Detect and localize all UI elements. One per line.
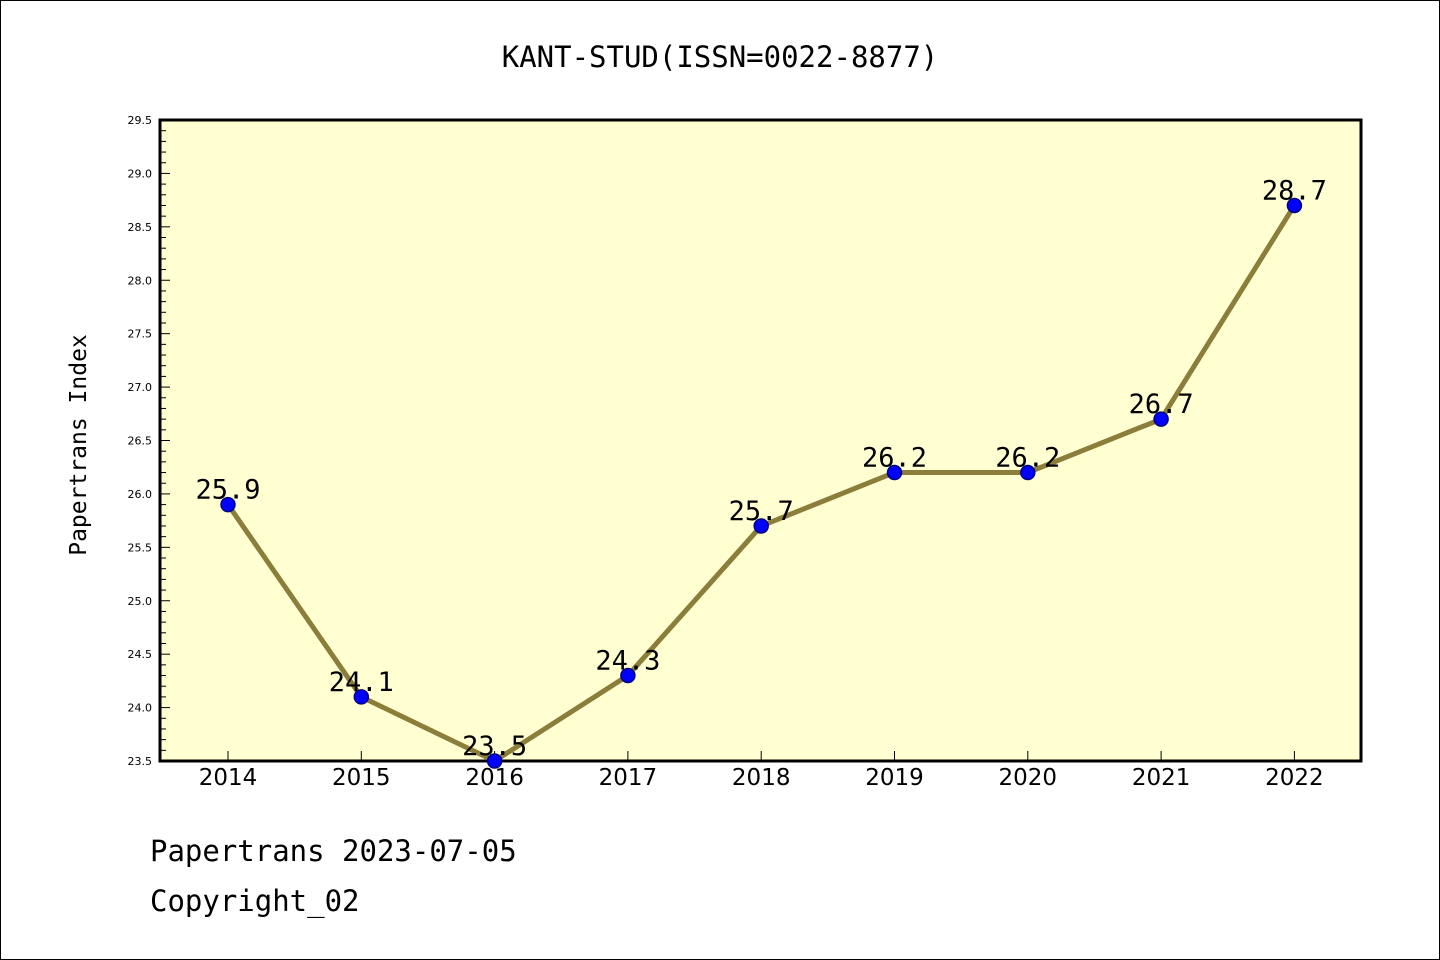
x-tick-label: 2016 [465,765,524,791]
data-point [620,667,636,684]
data-label: 28.7 [1262,175,1327,206]
y-tick-label: 28.0 [128,274,153,287]
x-tick-label: 2019 [865,765,924,791]
x-tick-label: 2017 [599,765,658,791]
data-point [1020,464,1036,481]
data-label: 24.1 [329,667,394,698]
y-tick-label: 25.5 [128,541,153,554]
y-tick-label: 27.0 [128,381,153,394]
y-tick-label: 26.0 [128,488,153,501]
data-point [1286,197,1303,214]
data-point [486,753,503,769]
x-tick-label: 2021 [1132,765,1191,791]
y-tick-label: 27.5 [128,328,153,341]
data-label: 25.7 [729,496,794,527]
y-axis-label: Papertrans Index [66,334,92,556]
plot-area [158,118,1363,763]
data-label: 24.3 [595,646,660,677]
footer-date-line: Papertrans 2023-07-05 [150,834,517,868]
chart-title: KANT-STUD(ISSN=0022-8877) [502,40,939,74]
data-label: 26.7 [1129,389,1194,420]
footer-copyright-line: Copyright_02 [150,884,360,918]
data-label: 25.9 [195,475,260,506]
y-axis-ticks [160,119,170,762]
data-label: 26.2 [995,443,1060,474]
data-point [353,689,370,705]
data-point [753,518,769,534]
x-tick-label: 2020 [999,765,1058,791]
y-axis-tick-labels: 23.5 24.0 24.5 25.0 25.5 26.0 26.5 27.0 27.5 28.0… [128,114,153,768]
data-point [1153,411,1169,427]
y-tick-label: 23.5 [128,755,153,768]
y-tick-label: 28.5 [128,221,153,234]
data-point [886,464,903,481]
data-markers [220,197,1303,769]
data-label: 26.2 [862,443,927,474]
data-labels: 25.9 24.1 23.5 24.3 25.7 26.2 26.2 26.7 28.7 [195,175,1326,762]
x-tick-label: 2018 [732,765,791,791]
y-tick-label: 24.0 [128,702,153,715]
x-tick-label: 2015 [332,765,391,791]
y-tick-label: 25.0 [128,595,153,608]
data-point [220,496,236,513]
data-label: 23.5 [462,731,527,762]
y-tick-label: 26.5 [128,435,153,448]
y-tick-label: 24.5 [128,648,153,661]
x-tick-label: 2014 [199,765,258,791]
y-tick-label: 29.5 [128,114,153,127]
y-tick-label: 29.0 [128,167,153,180]
x-tick-label: 2022 [1265,765,1324,791]
x-axis-tick-labels: 2014 2015 2016 2017 2018 2019 2020 2021 2022 [199,765,1324,791]
